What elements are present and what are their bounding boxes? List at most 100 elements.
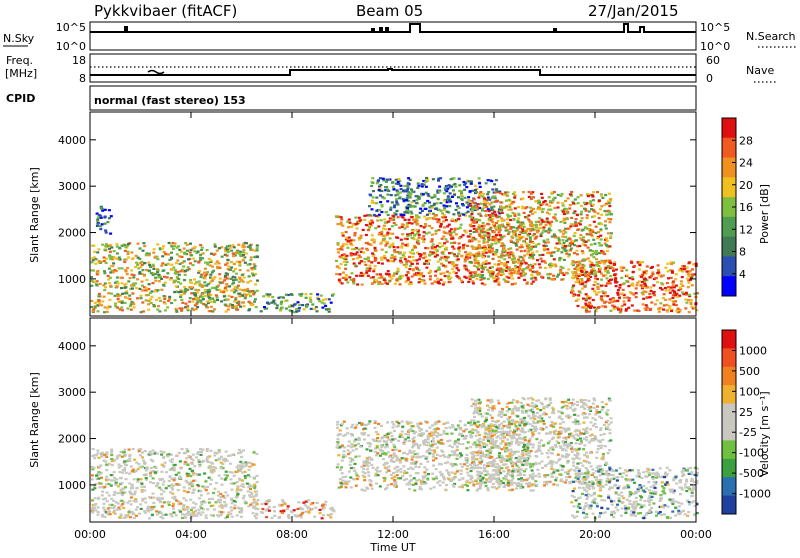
velocity-cell [118,466,121,468]
power-cell [611,301,614,303]
power-cell [603,204,606,206]
power-cell [521,228,524,230]
power-cell [394,256,397,258]
power-cell [442,253,445,255]
power-cell [420,225,423,227]
power-cell [228,305,231,307]
power-cell [534,246,537,248]
power-cell [135,287,138,289]
power-cell [671,272,674,274]
power-cell [371,208,374,210]
power-cell [688,282,691,284]
velocity-cell [171,484,174,486]
power-cell [457,269,460,271]
power-cell [510,251,513,253]
power-cell [166,272,169,274]
power-cell [544,200,547,202]
power-cell [230,289,233,291]
power-cell [183,286,186,288]
velocity-cell [113,510,116,512]
power-cell [225,299,228,301]
power-cell [140,297,143,299]
power-cell [649,308,652,310]
power-cell [180,299,183,301]
power-cell [572,295,575,297]
power-cell [470,219,473,221]
power-cell [206,306,209,308]
power-cell [476,274,479,276]
power-cell [127,256,130,258]
power-cell [423,216,426,218]
power-cell [481,274,484,276]
power-cell [429,251,432,253]
power-cell [356,257,359,259]
power-cell [163,276,166,278]
power-cell [202,303,205,305]
power-cell [244,297,247,299]
velocity-cell [97,514,100,516]
power-cell [473,231,476,233]
velocity-cell [172,508,175,510]
power-cell [419,208,422,210]
power-cell [631,276,634,278]
power-cell [193,250,196,252]
velocity-cell [376,433,379,435]
power-cell [358,262,361,264]
velocity-cell [237,507,240,509]
velocity-cell [172,469,175,471]
power-cell [606,240,609,242]
power-cell [494,254,497,256]
velocity-cell [220,511,223,513]
velocity-cell [182,504,185,506]
power-cell [493,183,496,185]
velocity-cell [131,485,134,487]
power-cell [385,251,388,253]
velocity-cell [191,483,194,485]
power-cell [449,277,452,279]
power-cell [435,230,438,232]
power-cell [497,220,500,222]
power-cell [606,245,609,247]
power-cell [364,264,367,266]
power-cell [554,213,557,215]
power-cell [581,274,584,276]
power-cell [686,271,689,273]
velocity-cell [235,491,238,493]
power-cell [666,263,669,265]
power-cell [673,286,676,288]
power-cell [343,253,346,255]
power-cell [571,271,574,273]
power-cell [169,278,172,280]
velocity-cell [223,501,226,503]
power-cell [149,266,152,268]
power-cell [214,246,217,248]
power-cell [211,280,214,282]
power-cell [160,265,163,267]
power-cell [600,298,603,300]
power-cell [260,310,263,312]
velocity-cell [516,461,519,463]
velocity-cell [105,464,108,466]
power-cell [569,225,572,227]
power-cell [219,278,222,280]
power-cell [501,220,504,222]
velocity-cell [108,494,111,496]
power-cell [630,262,633,264]
power-cell [148,270,151,272]
power-cell [687,286,690,288]
power-cell [580,278,583,280]
velocity-cell [103,503,106,505]
power-cell [376,273,379,275]
velocity-cell [217,515,220,517]
power-cell [410,212,413,214]
velocity-cell [524,431,527,433]
velocity-cell [200,507,203,509]
power-cell [356,227,359,229]
power-cell [503,250,506,252]
power-cell [584,285,587,287]
power-cell [500,245,503,247]
power-cell [429,278,432,280]
power-cell [189,281,192,283]
freq-trace [90,69,696,75]
power-cell [453,231,456,233]
